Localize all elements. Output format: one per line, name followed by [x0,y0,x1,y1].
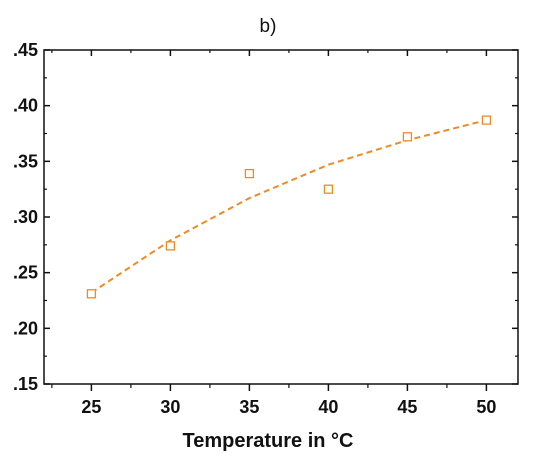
data-point [323,184,334,194]
data-point [402,132,413,142]
x-tick-label: 45 [397,397,417,417]
x-tick-label: 25 [81,397,101,417]
data-point [244,168,255,179]
fit-curve [90,119,487,294]
data-point [481,115,492,125]
data-point [86,289,97,299]
y-tick-label: .20 [13,318,38,338]
panel-label: b) [260,16,277,37]
y-tick-label: .35 [13,151,38,171]
x-tick-label: 40 [318,397,338,417]
x-tick-label: 30 [160,397,180,417]
x-tick-label: 50 [476,397,496,417]
y-axis: .15 .20 .25 .30 .35 .40 .45 [13,40,518,394]
x-axis-title: Temperature in °C [183,430,354,452]
x-tick-label: 35 [239,397,259,417]
y-tick-label: .40 [13,96,38,116]
plot-frame [43,49,519,385]
y-tick-label: .15 [13,374,38,394]
y-tick-label: .30 [13,207,38,227]
y-tick-label: .25 [13,263,38,283]
plot-area [86,115,492,299]
data-point [165,241,176,251]
y-tick-label: .45 [13,40,38,60]
x-axis: 25 30 35 40 45 50 [51,50,496,417]
